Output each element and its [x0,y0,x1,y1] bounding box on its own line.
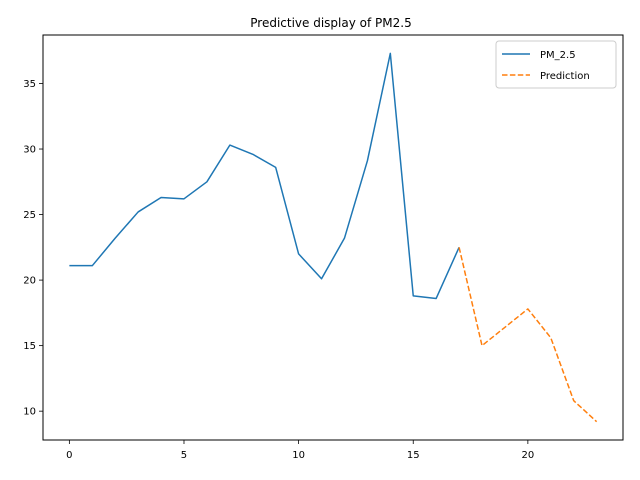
x-tick-label: 20 [521,450,534,461]
legend-label-prediction: Prediction [540,71,590,82]
y-tick-label: 20 [23,276,36,287]
x-tick-label: 15 [407,450,420,461]
plot-area [69,52,598,423]
y-tick-label: 25 [23,210,36,221]
legend: PM_2.5 Prediction [495,40,617,89]
y-tick-label: 35 [23,79,36,90]
x-tick-label: 10 [292,450,305,461]
y-tick-label: 10 [23,407,36,418]
axes-frame [42,34,624,441]
y-tick-label: 30 [23,145,36,156]
axes: 0 5 10 15 20 10 15 20 25 30 35 [23,79,534,461]
chart-title: Predictive display of PM2.5 [250,16,411,30]
x-tick-label: 5 [181,450,187,461]
x-tick-label: 0 [66,450,72,461]
legend-box [495,40,617,89]
series-line-pm25 [69,52,460,300]
legend-label-pm25: PM_2.5 [540,50,576,61]
y-tick-label: 15 [23,341,36,352]
series-line-prediction [458,247,598,423]
